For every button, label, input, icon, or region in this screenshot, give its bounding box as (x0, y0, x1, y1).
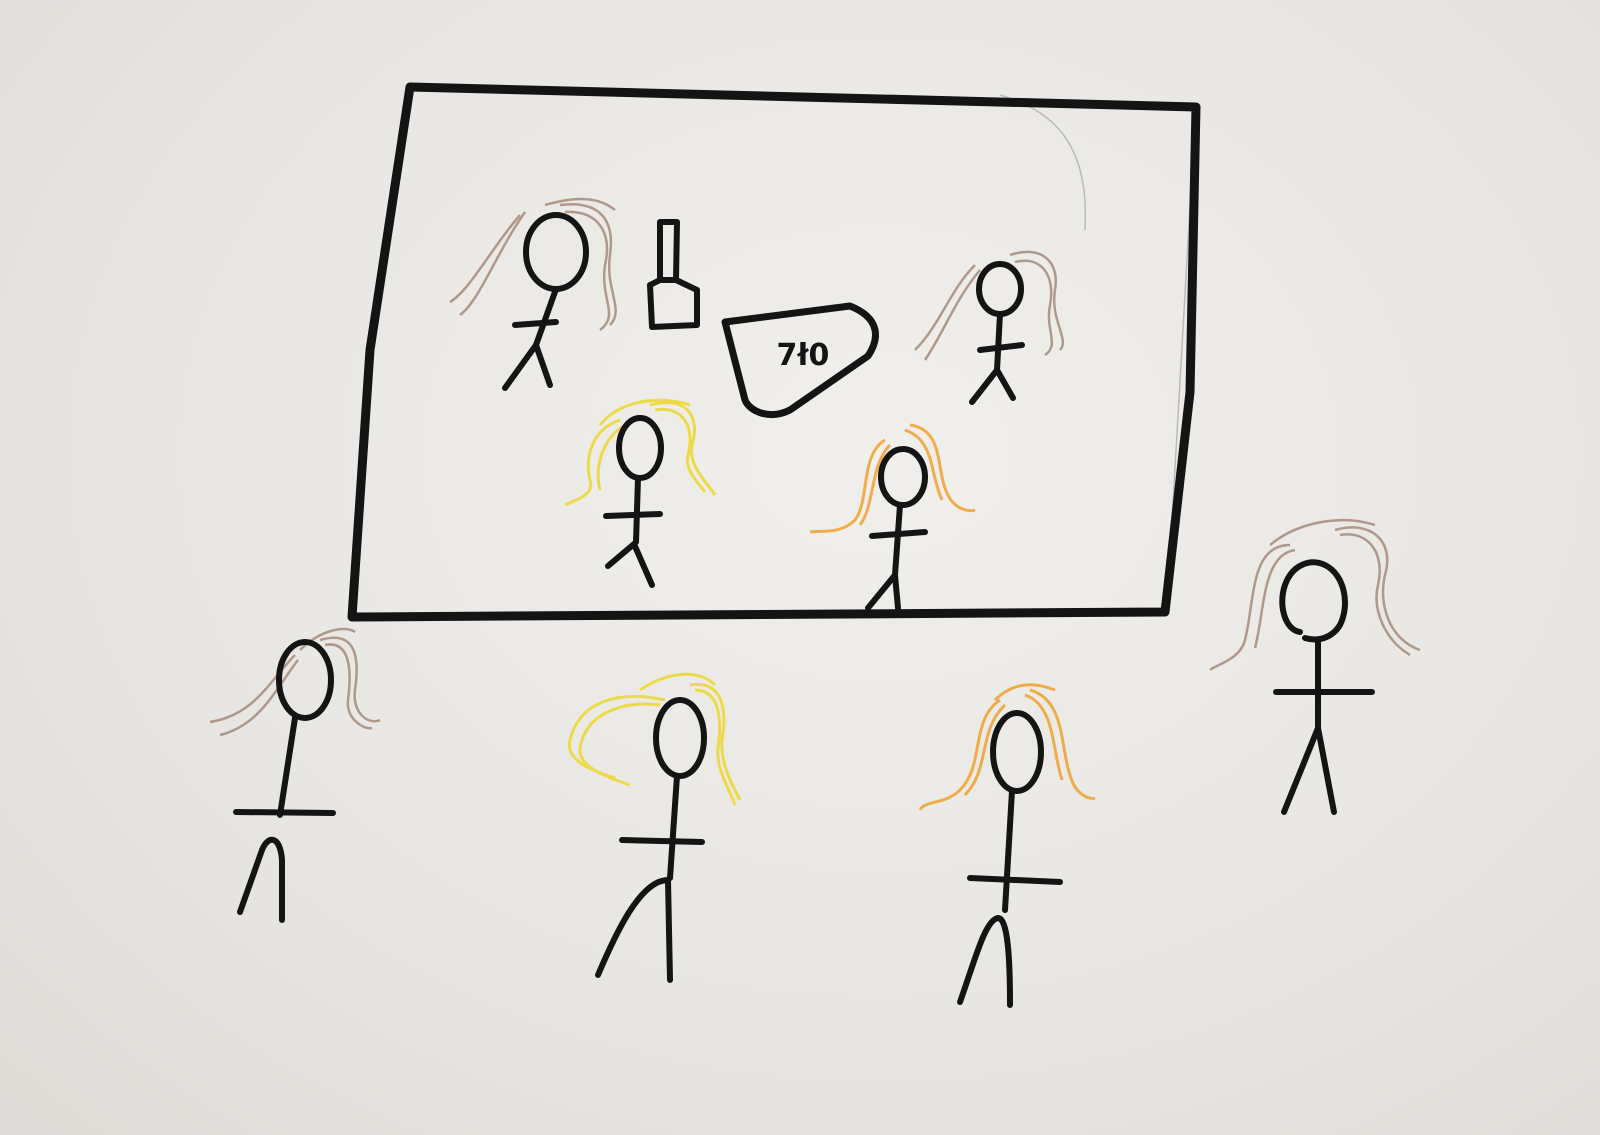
hair-brown (914, 250, 1065, 361)
viewer-figure-orange (918, 683, 1096, 1008)
legs (957, 914, 1013, 1008)
arms (977, 342, 1025, 353)
hair-yellow (564, 398, 717, 507)
arms (869, 529, 928, 539)
arms (512, 319, 559, 328)
viewer-figure-yellow (567, 672, 742, 983)
body (994, 311, 1003, 373)
hair-yellow (567, 672, 742, 806)
hair-brown (1209, 519, 1421, 672)
legs (865, 567, 901, 611)
screen-figure-yellow (564, 398, 717, 588)
body (633, 475, 641, 545)
arms (233, 809, 336, 816)
head (990, 710, 1044, 794)
legs (1281, 717, 1337, 815)
bottle-icon (647, 219, 700, 330)
screen-figure-brown-left (449, 197, 617, 391)
hair-orange (918, 683, 1096, 811)
arms (967, 875, 1063, 885)
head (276, 639, 334, 721)
screen-figure-orange (809, 423, 976, 611)
head (1279, 559, 1348, 643)
legs (502, 338, 553, 391)
arms (603, 511, 663, 519)
legs (595, 876, 673, 983)
legs (969, 364, 1016, 405)
sign-label: 7ł0 (777, 338, 830, 373)
legs (237, 836, 285, 923)
head (653, 697, 707, 779)
body (667, 773, 680, 881)
legs (605, 539, 655, 588)
body (892, 502, 903, 578)
body (1002, 788, 1015, 913)
viewer-figure-brown-right (1209, 519, 1421, 815)
head (976, 261, 1024, 317)
screen-frame (347, 82, 1201, 622)
hair-brown (449, 197, 617, 331)
sign-outline (721, 302, 879, 418)
body (277, 715, 298, 818)
viewer-figure-brown-left (209, 627, 381, 923)
body (533, 286, 559, 348)
arms (619, 837, 705, 845)
screen-figure-brown-right (914, 250, 1065, 405)
head (616, 415, 664, 481)
head (523, 212, 589, 292)
head (878, 446, 928, 508)
hair-orange (809, 423, 976, 534)
sign: 7ł0 (721, 302, 879, 418)
